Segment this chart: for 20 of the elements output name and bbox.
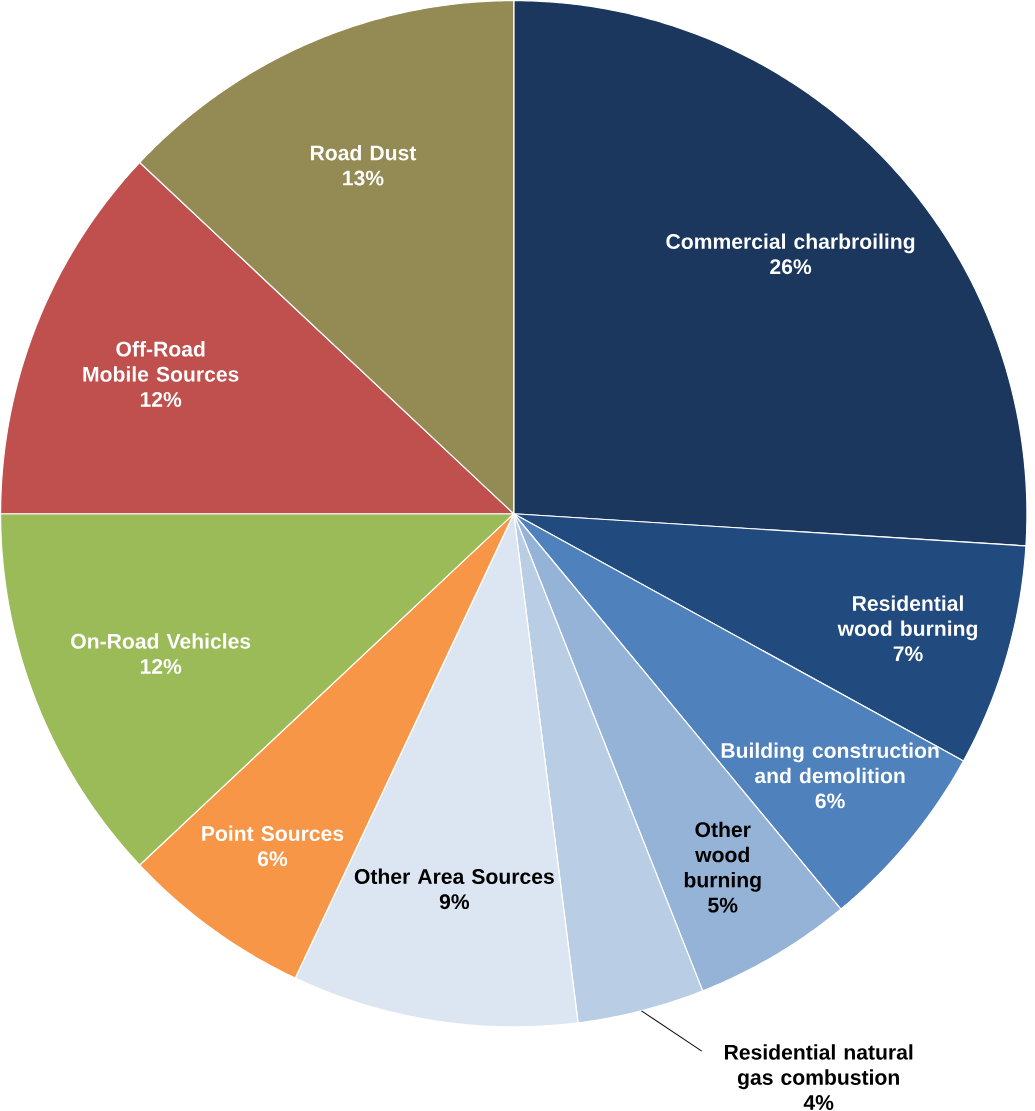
data-label: 6% — [815, 793, 845, 809]
slice-label: Other wood burning — [684, 821, 761, 892]
data-label: 9% — [439, 894, 470, 910]
data-label: 13% — [343, 170, 384, 186]
slice-label: Residential natural gas combustion — [725, 1044, 913, 1090]
slice-label: Building construction and demolition — [721, 742, 939, 784]
data-label: 12% — [140, 658, 182, 674]
data-label: 7% — [893, 646, 923, 662]
slice-label: Point Sources — [202, 825, 344, 842]
slice-label: On-Road Vehicles — [71, 633, 251, 649]
data-label: 12% — [140, 391, 182, 407]
data-label: 26% — [770, 259, 812, 275]
data-label: 5% — [708, 897, 738, 913]
slice-label: Commercial charbroiling — [666, 233, 915, 254]
data-label: 4% — [803, 1095, 834, 1110]
data-label: 6% — [258, 851, 288, 867]
slice-label: Off-Road Mobile Sources — [83, 341, 239, 382]
slice-label: Other Area Sources — [354, 868, 554, 884]
slice-label: Road Dust — [311, 144, 417, 161]
slice-label: Residential wood burning — [837, 595, 978, 641]
